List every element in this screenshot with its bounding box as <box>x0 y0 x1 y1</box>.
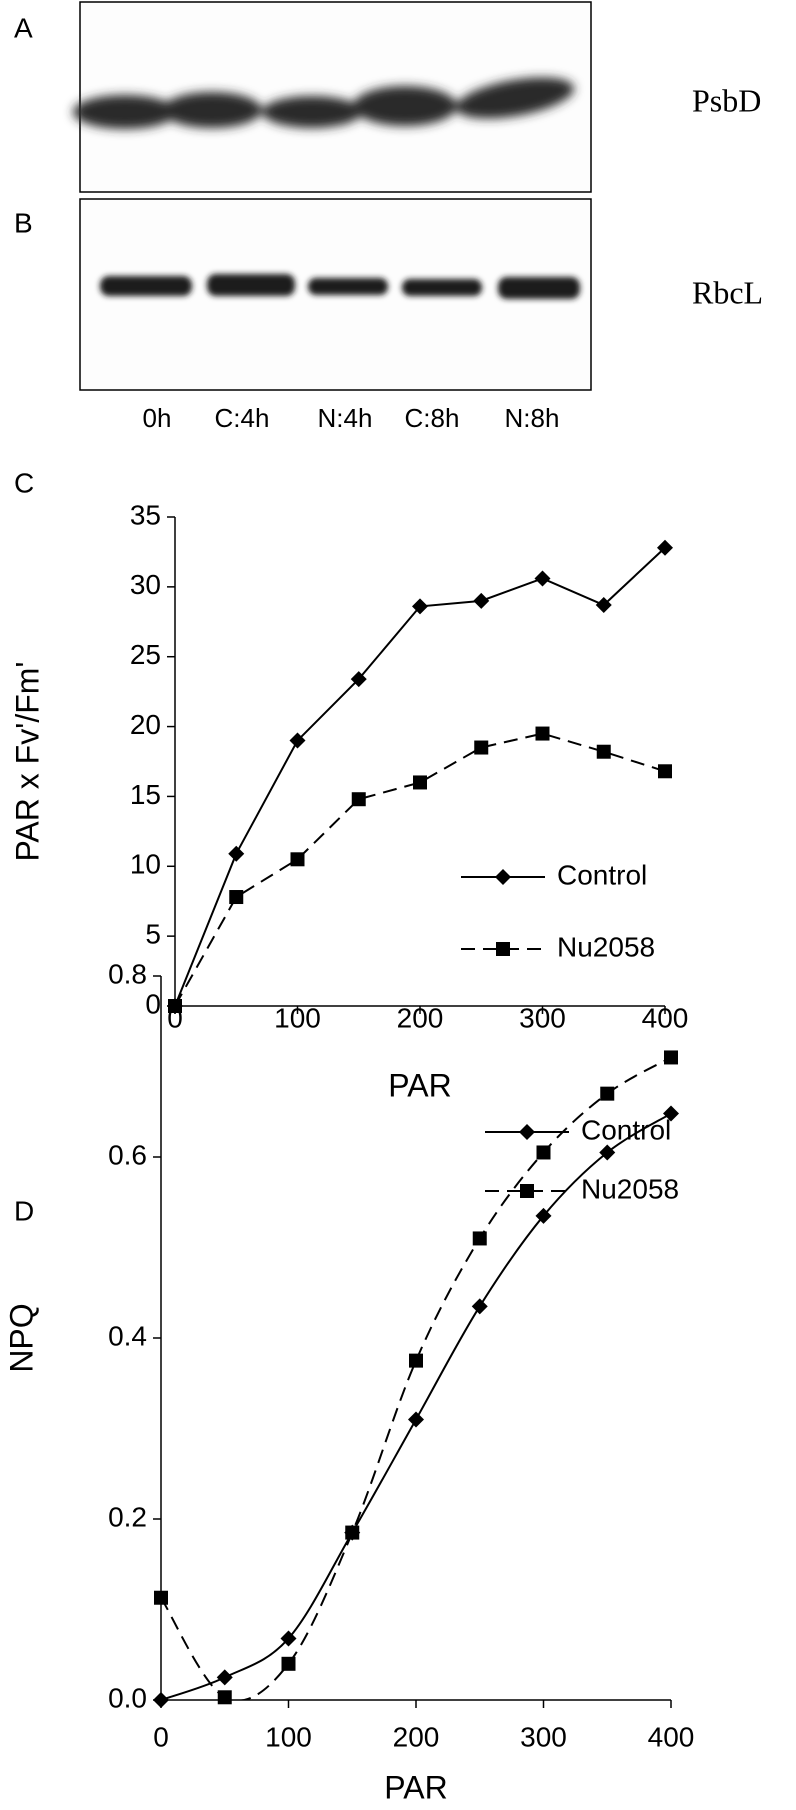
y-tick-label: 20 <box>130 709 161 740</box>
marker <box>535 726 550 741</box>
legend-label: Control <box>557 859 647 890</box>
panel-label: A <box>14 12 33 43</box>
legend-marker <box>496 942 510 956</box>
marker <box>664 1050 678 1065</box>
marker <box>412 598 428 615</box>
marker <box>473 592 490 609</box>
x-axis-title: PAR <box>384 1769 447 1805</box>
marker <box>154 1590 168 1605</box>
marker <box>228 845 245 862</box>
legend-marker <box>495 869 511 885</box>
y-tick-label: 0.6 <box>108 1139 147 1170</box>
marker <box>408 1411 424 1428</box>
marker <box>471 1298 488 1315</box>
y-tick-label: 0.2 <box>108 1501 147 1532</box>
marker <box>281 1656 296 1671</box>
y-axis-title: PAR x Fv'/Fm' <box>9 661 45 861</box>
x-axis-title: PAR <box>388 1067 451 1103</box>
series-line <box>160 1056 672 1700</box>
marker <box>596 744 611 759</box>
x-tick-label: 0 <box>153 1721 169 1752</box>
marker <box>153 1692 169 1708</box>
marker <box>599 1144 616 1161</box>
blot-b <box>79 198 592 391</box>
panel-label: B <box>14 207 33 238</box>
y-tick-label: 0.4 <box>108 1320 147 1351</box>
marker <box>663 1105 679 1122</box>
marker <box>658 764 672 779</box>
marker <box>535 1207 552 1224</box>
marker <box>280 1630 297 1647</box>
marker <box>409 1353 423 1368</box>
y-tick-label: 15 <box>130 779 161 810</box>
lane-label: N:4h <box>318 403 373 433</box>
marker <box>216 1669 233 1686</box>
marker <box>534 570 551 587</box>
marker <box>217 1690 232 1705</box>
protein-label: PsbD <box>692 82 761 118</box>
y-tick-label: 0 <box>145 988 161 1019</box>
x-tick-label: 400 <box>642 1002 689 1033</box>
y-tick-label: 5 <box>145 919 161 950</box>
marker <box>595 597 612 614</box>
x-tick-label: 100 <box>274 1002 321 1033</box>
y-tick-label: 0.0 <box>108 1682 147 1713</box>
y-tick-label: 25 <box>130 639 161 670</box>
x-tick-label: 200 <box>393 1721 440 1752</box>
marker <box>474 740 489 755</box>
protein-label: RbcL <box>692 274 763 310</box>
x-tick-label: 200 <box>397 1002 444 1033</box>
panel-label: D <box>14 1195 34 1226</box>
x-tick-label: 100 <box>265 1721 312 1752</box>
marker <box>168 999 182 1013</box>
lane-label: C:8h <box>405 403 460 433</box>
marker <box>351 792 366 807</box>
marker <box>290 852 305 867</box>
y-tick-label: 35 <box>130 499 161 530</box>
marker <box>536 1145 551 1160</box>
panel-label: C <box>14 467 34 498</box>
legend-marker <box>520 1184 534 1198</box>
marker <box>350 671 367 688</box>
lane-label: N:8h <box>505 403 560 433</box>
blot-a <box>73 1 592 193</box>
y-axis-title: NPQ <box>3 1303 39 1372</box>
legend-marker <box>519 1124 535 1140</box>
x-tick-label: 400 <box>648 1721 695 1752</box>
marker <box>229 890 244 905</box>
marker <box>600 1086 615 1101</box>
marker <box>472 1231 487 1246</box>
y-tick-label: 0.8 <box>108 958 147 989</box>
x-tick-label: 300 <box>519 1002 566 1033</box>
y-tick-label: 30 <box>130 569 161 600</box>
marker <box>657 539 673 556</box>
legend-label: Nu2058 <box>581 1173 679 1204</box>
lane-label: C:4h <box>215 403 270 433</box>
lane-label: 0h <box>143 403 172 433</box>
legend-label: Nu2058 <box>557 931 655 962</box>
y-tick-label: 10 <box>130 849 161 880</box>
x-tick-label: 300 <box>520 1721 567 1752</box>
marker <box>345 1525 360 1540</box>
marker <box>413 775 427 790</box>
marker <box>289 732 306 749</box>
legend-label: Control <box>581 1114 671 1145</box>
